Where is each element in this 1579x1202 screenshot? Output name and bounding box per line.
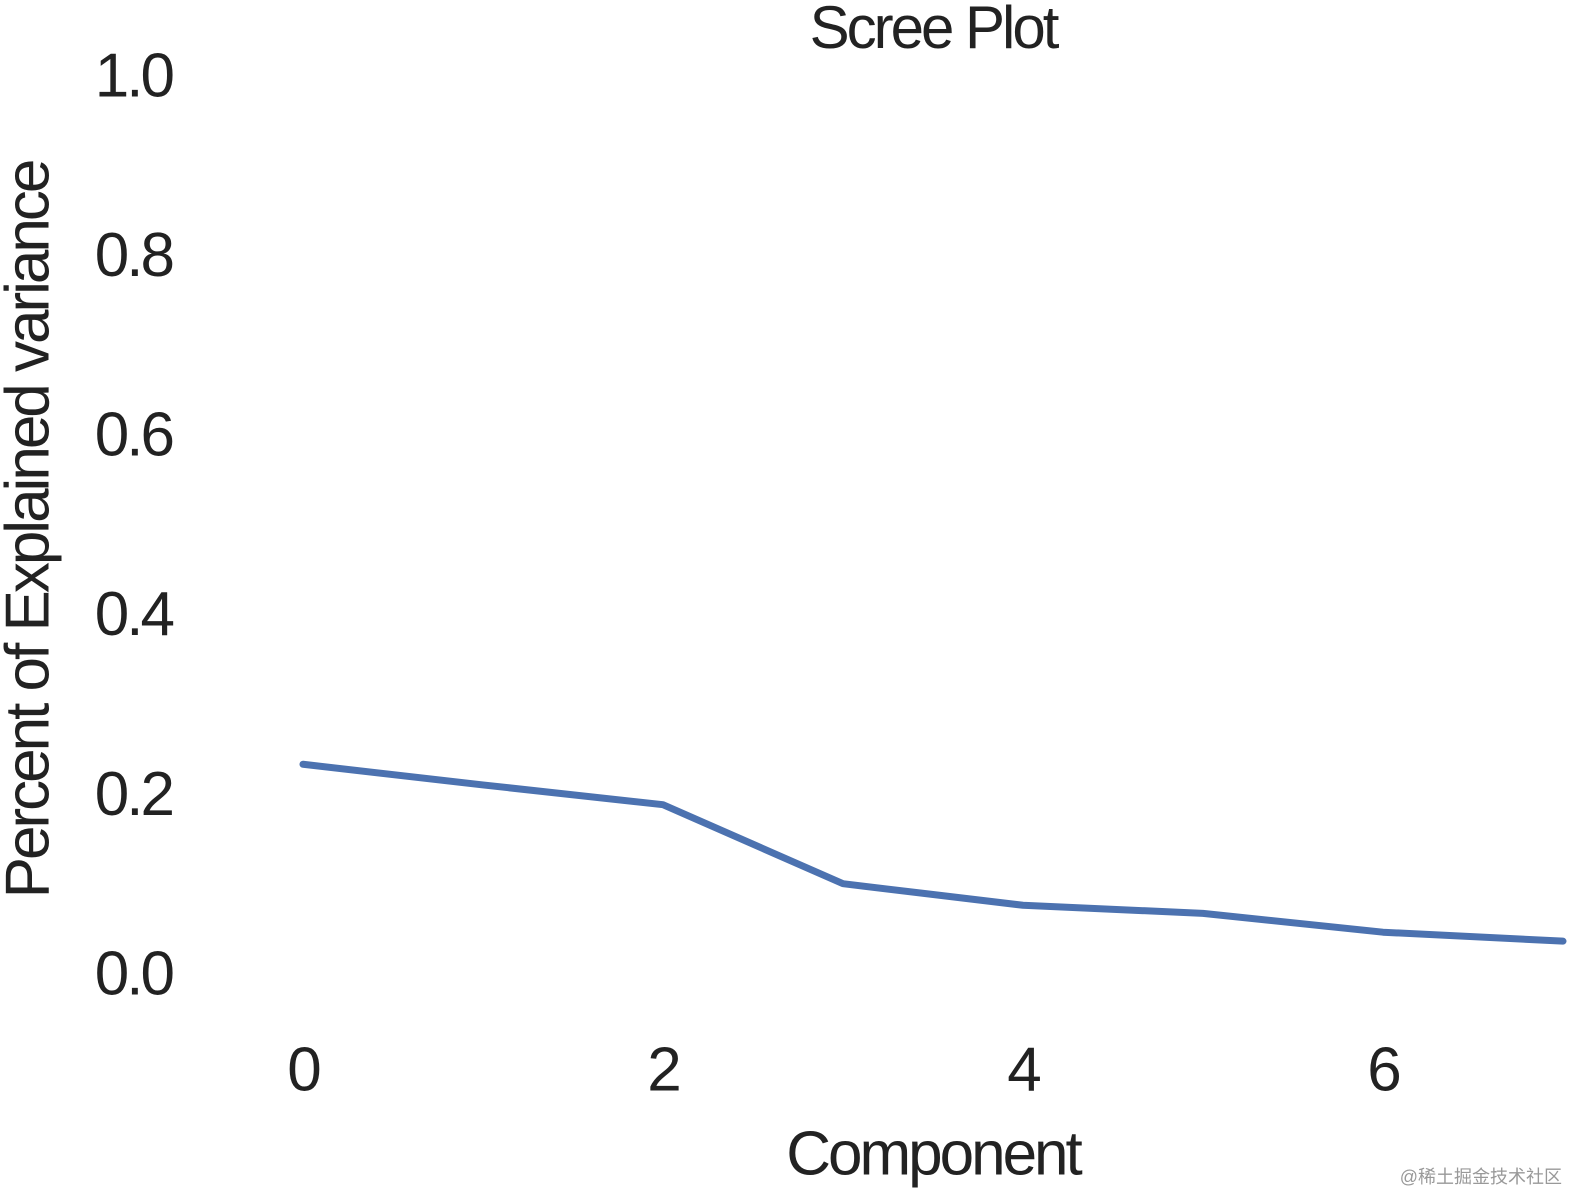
x-tick-label: 6 — [1367, 1035, 1399, 1104]
y-tick-label: 0.2 — [95, 760, 173, 829]
chart-title: Scree Plot — [810, 0, 1060, 61]
line — [299, 760, 1567, 945]
x-axis-label: Component — [786, 1119, 1082, 1188]
x-tick-label: 4 — [1007, 1035, 1040, 1104]
watermark: @稀土掘金技术社区 — [1400, 1167, 1562, 1187]
y-axis-label: Percent of Explained variance — [0, 161, 62, 898]
y-tick-label: 1.0 — [95, 41, 174, 110]
y-tick-label: 0.6 — [95, 401, 173, 470]
y-tick-label: 0.8 — [95, 221, 173, 290]
x-tick-label: 2 — [647, 1035, 679, 1104]
x-tick-label: 0 — [287, 1035, 320, 1104]
y-tick-label: 0.0 — [95, 939, 174, 1008]
y-tick-label: 0.4 — [95, 580, 174, 649]
